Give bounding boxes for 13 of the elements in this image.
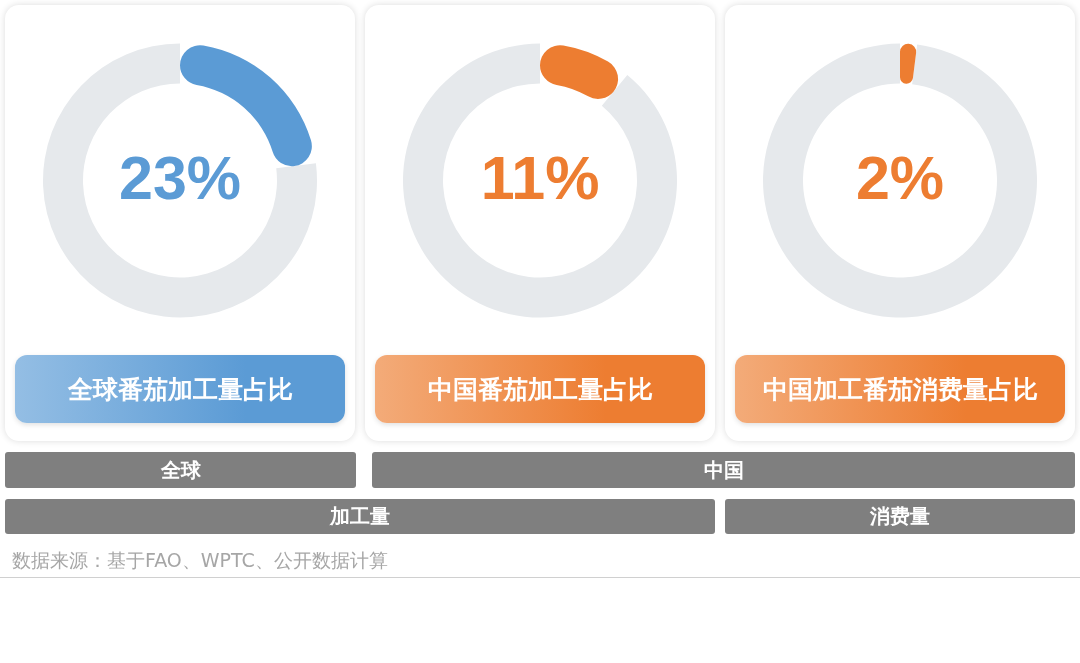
text: 全球番茄加工量占比 [67, 373, 293, 406]
text: 中国加工番茄消费量占比 [762, 373, 1038, 406]
donut-slice [900, 43, 917, 84]
data-label: 2% [855, 143, 945, 212]
text: 中国番茄加工量占比 [427, 373, 653, 406]
data-label: 23% [118, 143, 242, 212]
text: 中国 [703, 456, 744, 484]
text: 消费量 [870, 503, 930, 530]
text: 全球 [160, 456, 201, 484]
text: 加工量 [330, 503, 390, 530]
source-note: 数据来源：基于FAO、WPTC、公开数据计算 [12, 548, 389, 573]
donut-slice [763, 43, 1037, 318]
data-label: 11% [480, 143, 600, 212]
